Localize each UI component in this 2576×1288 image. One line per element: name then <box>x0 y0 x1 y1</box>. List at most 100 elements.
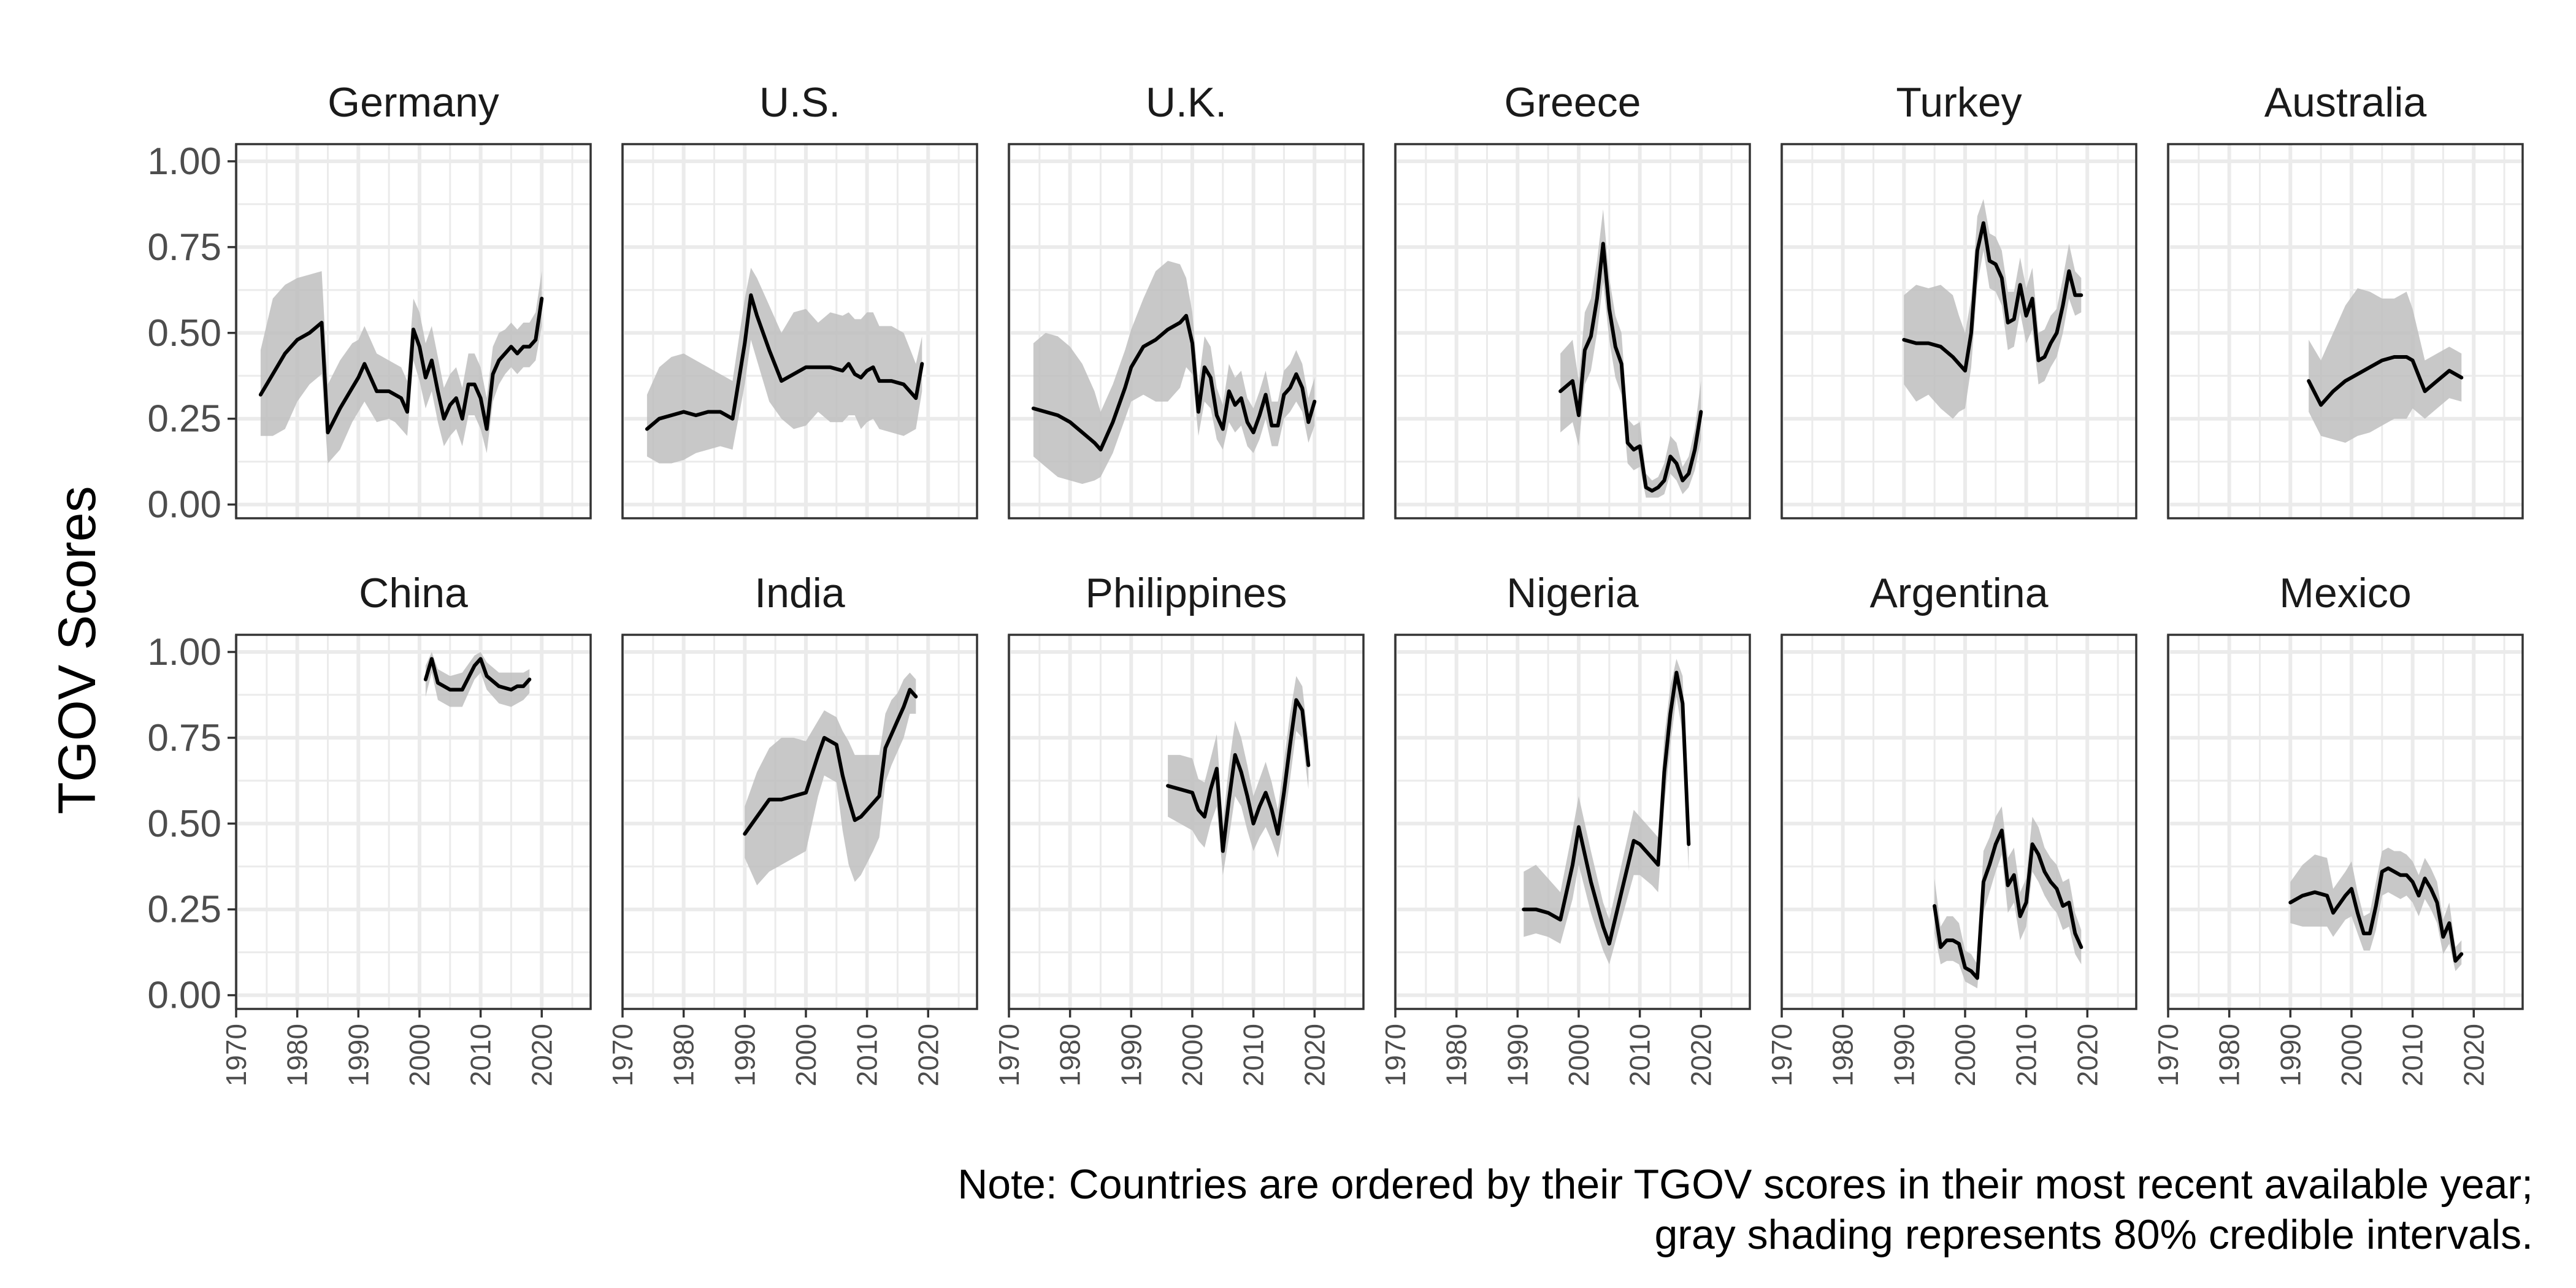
panel-nigeria: Nigeria 1970 1980 1990 2000 2010 2020 <box>1379 570 1751 1086</box>
panel-u-s: U.S. <box>621 79 978 519</box>
tgov-line-nigeria <box>1522 670 1691 946</box>
credible-interval-band-australia <box>2309 288 2462 443</box>
panel-border <box>1394 143 1751 519</box>
x-tick-label: 2010 <box>2397 1024 2429 1086</box>
x-tick-label: 1980 <box>1827 1024 1859 1086</box>
x-tick-label: 2000 <box>1563 1024 1595 1086</box>
credible-interval-band-india <box>745 672 916 886</box>
x-tick-label: 1990 <box>1115 1024 1147 1086</box>
tgov-line-india <box>743 688 918 836</box>
x-tick-label: 1990 <box>1501 1024 1533 1086</box>
y-tick-label: 0.00 <box>147 484 221 526</box>
x-tick-label: 2010 <box>1238 1024 1270 1086</box>
tgov-line-turkey <box>1902 221 2083 373</box>
x-tick-label: 2000 <box>2336 1024 2367 1086</box>
y-tick-label: 0.00 <box>147 975 221 1017</box>
x-tick-label: 2020 <box>912 1024 944 1086</box>
y-tick-label: 0.25 <box>147 398 221 440</box>
x-tick-label: 2010 <box>465 1024 497 1086</box>
y-tick-label: 0.75 <box>147 226 221 269</box>
tgov-line-germany <box>258 296 544 435</box>
panel-title-greece: Greece <box>1505 79 1641 126</box>
y-tick-label: 0.25 <box>147 889 221 931</box>
x-tick-label: 2010 <box>1624 1024 1656 1086</box>
panel-border <box>2167 634 2524 1010</box>
tgov-line-argentina <box>1933 829 2083 980</box>
credible-interval-band-u-s <box>646 267 922 464</box>
x-tick-label: 1980 <box>1441 1024 1473 1086</box>
panel-border <box>1008 634 1365 1010</box>
panel-title-turkey: Turkey <box>1896 79 2022 126</box>
panel-border <box>621 143 978 519</box>
credible-interval-band-u-k <box>1033 261 1315 484</box>
panel-title-germany: Germany <box>328 79 499 126</box>
tgov-line-australia <box>2307 355 2464 407</box>
x-tick-label: 1970 <box>220 1024 252 1086</box>
x-tick-label: 1990 <box>342 1024 374 1086</box>
panel-greece: Greece <box>1393 79 1751 519</box>
panel-title-australia: Australia <box>2264 79 2427 126</box>
panel-germany: Germany 0.00 0.25 0.50 0.75 1.00 <box>147 79 592 526</box>
panel-border <box>1781 634 2137 1010</box>
tgov-line-u-s <box>645 293 924 431</box>
credible-interval-band-philippines <box>1168 676 1309 875</box>
panel-border <box>1781 143 2137 519</box>
x-tick-label: 2020 <box>1298 1024 1330 1086</box>
y-tick-label: 0.50 <box>147 803 221 845</box>
x-tick-label: 2000 <box>1176 1024 1208 1086</box>
x-tick-label: 1990 <box>2274 1024 2306 1086</box>
panel-border <box>2167 143 2524 519</box>
x-tick-label: 1980 <box>1054 1024 1086 1086</box>
x-tick-label: 2020 <box>2458 1024 2490 1086</box>
credible-interval-band-china <box>425 652 530 707</box>
y-tick-label: 0.50 <box>147 312 221 355</box>
credible-interval-band-germany <box>260 271 542 464</box>
x-tick-label: 1990 <box>1888 1024 1920 1086</box>
x-tick-label: 2020 <box>1685 1024 1717 1086</box>
y-axis-label: TGOV Scores <box>48 486 107 814</box>
credible-interval-band-nigeria <box>1524 659 1689 965</box>
x-tick-label: 2010 <box>2011 1024 2042 1086</box>
y-tick-label: 1.00 <box>147 631 221 673</box>
panel-argentina: Argentina 1970 1980 1990 2000 2010 2020 <box>1766 570 2137 1086</box>
panel-title-argentina: Argentina <box>1869 570 2048 616</box>
panel-border <box>1008 143 1365 519</box>
x-tick-label: 1980 <box>2214 1024 2245 1086</box>
panel-title-u-s: U.S. <box>759 79 840 126</box>
panel-border <box>235 634 592 1010</box>
panel-border <box>1394 634 1751 1010</box>
panel-u-k: U.K. <box>1007 79 1365 519</box>
chart-note: Note: Countries are ordered by their TGO… <box>957 1161 2533 1258</box>
x-tick-label: 2000 <box>404 1024 435 1086</box>
tgov-line-philippines <box>1166 698 1311 853</box>
x-tick-label: 2000 <box>1949 1024 1981 1086</box>
panel-border <box>621 634 978 1010</box>
x-tick-label: 2020 <box>2071 1024 2103 1086</box>
panel-mexico: Mexico 1970 1980 1990 2000 2010 2020 <box>2152 570 2524 1086</box>
y-tick-label: 1.00 <box>147 140 221 183</box>
x-tick-label: 1970 <box>607 1024 638 1086</box>
x-tick-label: 1970 <box>1379 1024 1411 1086</box>
x-tick-label: 2020 <box>526 1024 558 1086</box>
x-tick-label: 1970 <box>1766 1024 1798 1086</box>
facet-panels: Germany 0.00 0.25 0.50 0.75 1.00 U.S. U.K. Greec… <box>147 79 2524 1086</box>
credible-interval-band-argentina <box>1934 806 2082 989</box>
tgov-line-u-k <box>1031 313 1317 452</box>
panel-border <box>235 143 592 519</box>
y-tick-label: 0.75 <box>147 717 221 759</box>
panel-title-mexico: Mexico <box>2279 570 2411 616</box>
credible-interval-band-turkey <box>1904 199 2082 419</box>
x-tick-label: 1990 <box>729 1024 761 1086</box>
credible-interval-band-greece <box>1560 209 1701 498</box>
tgov-line-mexico <box>2288 866 2464 963</box>
panel-title-china: China <box>359 570 468 616</box>
panel-australia: Australia <box>2166 79 2524 519</box>
x-tick-label: 2010 <box>851 1024 883 1086</box>
panel-title-philippines: Philippines <box>1086 570 1287 616</box>
panel-philippines: Philippines 1970 1980 1990 2000 2010 2020 <box>993 570 1365 1086</box>
tgov-line-greece <box>1558 242 1703 493</box>
panel-india: India 1970 1980 1990 2000 2010 2020 <box>607 570 978 1086</box>
panel-turkey: Turkey <box>1780 79 2137 519</box>
x-tick-label: 1980 <box>668 1024 700 1086</box>
